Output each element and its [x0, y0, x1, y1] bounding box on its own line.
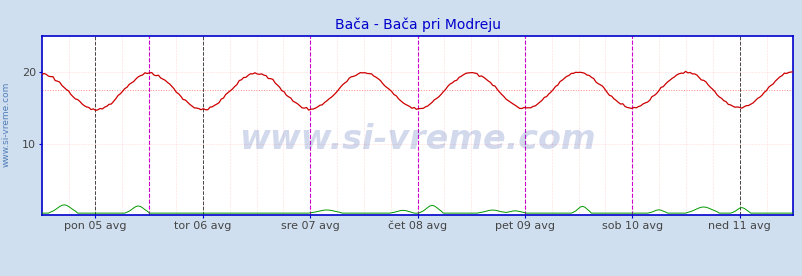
Text: www.si-vreme.com: www.si-vreme.com: [239, 123, 595, 156]
Title: Bača - Bača pri Modreju: Bača - Bača pri Modreju: [334, 17, 500, 32]
Text: www.si-vreme.com: www.si-vreme.com: [2, 81, 11, 167]
